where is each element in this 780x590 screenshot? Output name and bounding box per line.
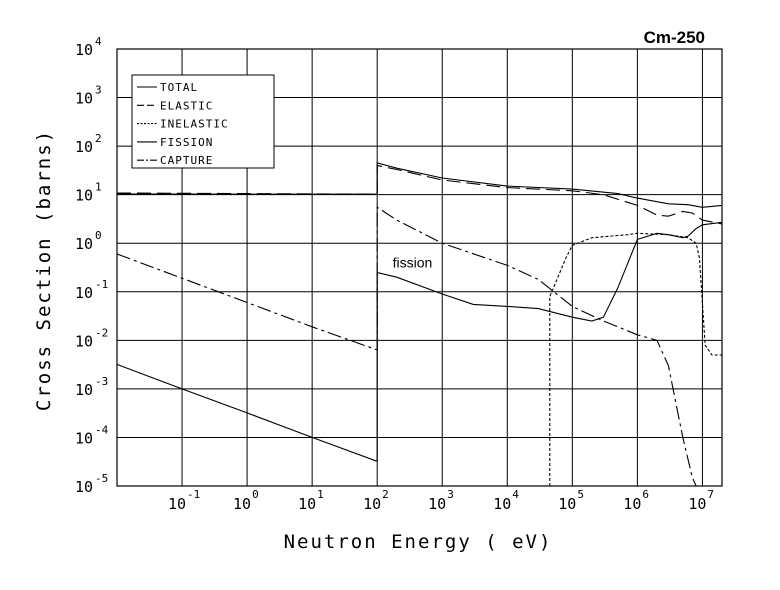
svg-text:0: 0	[95, 229, 102, 242]
svg-text:6: 6	[642, 488, 649, 501]
y-axis-label: Cross Section (barns)	[33, 129, 55, 411]
svg-text:10: 10	[75, 90, 93, 108]
svg-text:10: 10	[688, 495, 706, 513]
svg-text:3: 3	[95, 84, 102, 97]
x-axis-label: Neutron Energy ( eV)	[284, 531, 553, 553]
svg-text:-1: -1	[95, 278, 108, 291]
svg-text:10: 10	[493, 495, 511, 513]
y-tick-label: 10 3	[75, 84, 102, 108]
legend: TOTAL ELASTIC INELASTIC FISSION CAPTURE	[131, 74, 275, 169]
series-elastic-line	[116, 164, 723, 225]
svg-text:10: 10	[298, 495, 316, 513]
svg-text:3: 3	[447, 488, 454, 501]
y-tick-label: 10 0	[75, 229, 102, 253]
legend-label: CAPTURE	[160, 154, 213, 167]
svg-text:10: 10	[233, 495, 251, 513]
svg-text:7: 7	[707, 488, 714, 501]
x-tick-label: 106	[623, 488, 649, 513]
svg-text:2: 2	[382, 488, 389, 501]
svg-text:2: 2	[95, 132, 102, 145]
svg-text:0: 0	[252, 488, 259, 501]
x-tick-label: 104	[493, 488, 519, 513]
legend-label: TOTAL	[160, 81, 198, 94]
svg-text:10: 10	[75, 429, 93, 447]
svg-text:4: 4	[512, 488, 519, 501]
x-tick-label: 100	[233, 488, 259, 513]
y-tick-label: 10 -1	[75, 278, 108, 302]
legend-item-fission: FISSION	[137, 136, 213, 149]
svg-text:10: 10	[75, 478, 93, 496]
svg-text:10: 10	[75, 284, 93, 302]
series-capture-line	[116, 206, 697, 487]
series-lines	[116, 162, 723, 487]
legend-box	[131, 74, 275, 169]
svg-text:10: 10	[428, 495, 446, 513]
legend-item-total: TOTAL	[137, 81, 198, 94]
legend-label: ELASTIC	[160, 99, 213, 112]
svg-text:1: 1	[317, 488, 324, 501]
svg-text:10: 10	[623, 495, 641, 513]
series-total-line	[116, 162, 723, 208]
svg-text:10: 10	[75, 138, 93, 156]
svg-text:10: 10	[75, 332, 93, 350]
y-tick-label: 10 -5	[75, 472, 108, 496]
y-tick-label: 10 2	[75, 132, 102, 156]
svg-text:10: 10	[75, 41, 93, 59]
y-tick-label: 10 -2	[75, 326, 108, 350]
series-fission-line	[116, 221, 723, 462]
plot-frame	[116, 48, 723, 487]
svg-text:10: 10	[558, 495, 576, 513]
svg-text:5: 5	[577, 488, 584, 501]
x-tick-label: 103	[428, 488, 454, 513]
series-inelastic-line	[549, 232, 722, 486]
y-tick-label: 10 4	[75, 35, 102, 59]
svg-text:-4: -4	[95, 423, 109, 436]
y-tick-label: 10 1	[75, 181, 102, 205]
legend-label: FISSION	[160, 136, 213, 149]
svg-text:-2: -2	[95, 326, 108, 339]
svg-text:4: 4	[95, 35, 102, 48]
svg-text:-3: -3	[95, 375, 108, 388]
annotation-label: fission	[393, 255, 433, 271]
svg-text:-5: -5	[95, 472, 108, 485]
x-tick-label: 107	[688, 488, 714, 513]
legend-item-inelastic: INELASTIC	[137, 118, 229, 131]
svg-text:1: 1	[95, 181, 102, 194]
x-tick-label: 10-1	[168, 488, 200, 513]
svg-text:10: 10	[168, 495, 186, 513]
legend-item-elastic: ELASTIC	[137, 99, 213, 112]
x-tick-label: 101	[298, 488, 324, 513]
y-tick-label: 10 -4	[75, 423, 109, 447]
x-tick-label: 102	[363, 488, 389, 513]
svg-text:10: 10	[75, 381, 93, 399]
svg-text:10: 10	[75, 187, 93, 205]
y-tick-label: 10 -3	[75, 375, 108, 399]
legend-label: INELASTIC	[160, 118, 229, 131]
chart-title: Cm-250	[644, 28, 705, 47]
svg-text:-1: -1	[187, 488, 200, 501]
x-tick-label: 105	[558, 488, 584, 513]
legend-item-capture: CAPTURE	[137, 154, 213, 167]
svg-text:10: 10	[75, 235, 93, 253]
annotations: fission	[393, 255, 433, 271]
svg-text:10: 10	[363, 495, 381, 513]
